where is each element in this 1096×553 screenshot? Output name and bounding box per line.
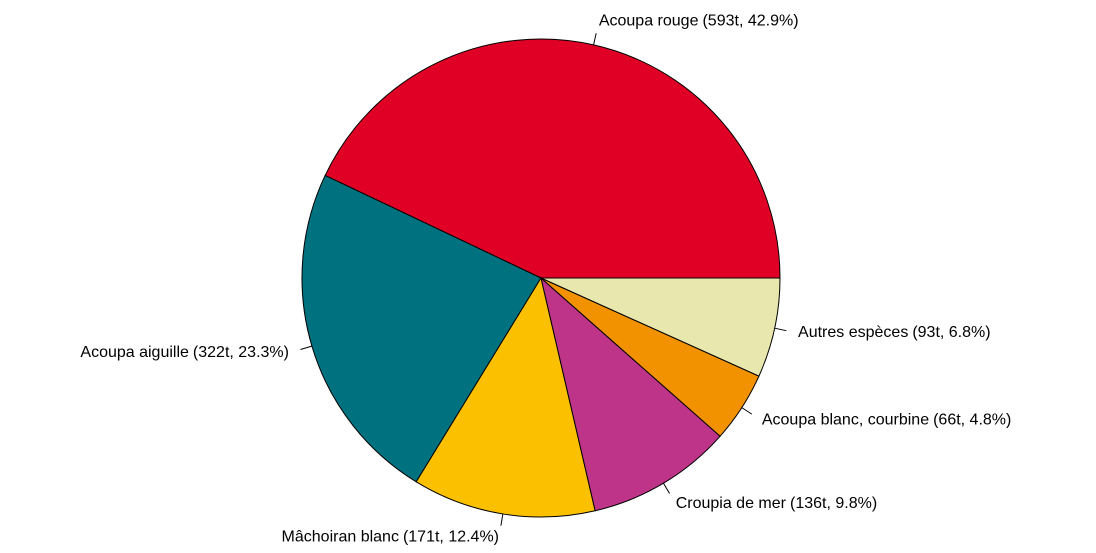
label-tick <box>593 33 597 45</box>
slice-name: Croupia de mer <box>676 495 787 512</box>
label-tick <box>741 407 753 415</box>
slice-label: Acoupa aiguille (322t, 23.3%) <box>80 344 289 361</box>
label-tick <box>774 327 787 332</box>
label-tick <box>500 513 504 526</box>
label-tick <box>300 345 313 350</box>
slice-value-label: (66t, 4.8%) <box>933 412 1011 429</box>
slice-label: Acoupa rouge (593t, 42.9%) <box>599 13 799 30</box>
slice-value-label: (93t, 6.8%) <box>912 324 990 341</box>
label-tick <box>663 482 671 494</box>
slice-label: Croupia de mer (136t, 9.8%) <box>676 495 877 512</box>
slice-value-label: (171t, 12.4%) <box>403 529 499 546</box>
slice-label: Mâchoiran blanc (171t, 12.4%) <box>282 529 499 546</box>
slice-label: Acoupa blanc, courbine (66t, 4.8%) <box>762 412 1012 429</box>
slice-label: Autres espèces (93t, 6.8%) <box>798 324 991 341</box>
slice-name: Autres espèces <box>798 324 908 341</box>
pie-slice <box>415 276 596 518</box>
slice-value-label: (322t, 23.3%) <box>193 344 289 361</box>
slice-value-label: (593t, 42.9%) <box>702 13 798 30</box>
slice-name: Acoupa rouge <box>599 13 699 30</box>
slice-value-label: (136t, 9.8%) <box>790 495 877 512</box>
slice-name: Acoupa aiguille <box>80 344 189 361</box>
slice-name: Mâchoiran blanc <box>282 529 399 546</box>
pie-slice <box>324 38 781 279</box>
slice-name: Acoupa blanc, courbine <box>762 412 929 429</box>
pie-slice <box>540 276 721 512</box>
